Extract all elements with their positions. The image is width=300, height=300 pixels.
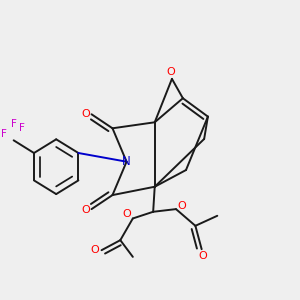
Text: O: O [90,244,99,254]
Text: O: O [166,67,175,77]
Text: F: F [1,129,7,139]
Text: O: O [123,209,132,220]
Text: N: N [122,155,131,168]
Text: O: O [199,251,207,261]
Text: O: O [81,109,90,118]
Text: F: F [20,123,25,133]
Text: O: O [177,201,186,211]
Text: O: O [81,205,90,215]
Text: F: F [11,119,16,129]
